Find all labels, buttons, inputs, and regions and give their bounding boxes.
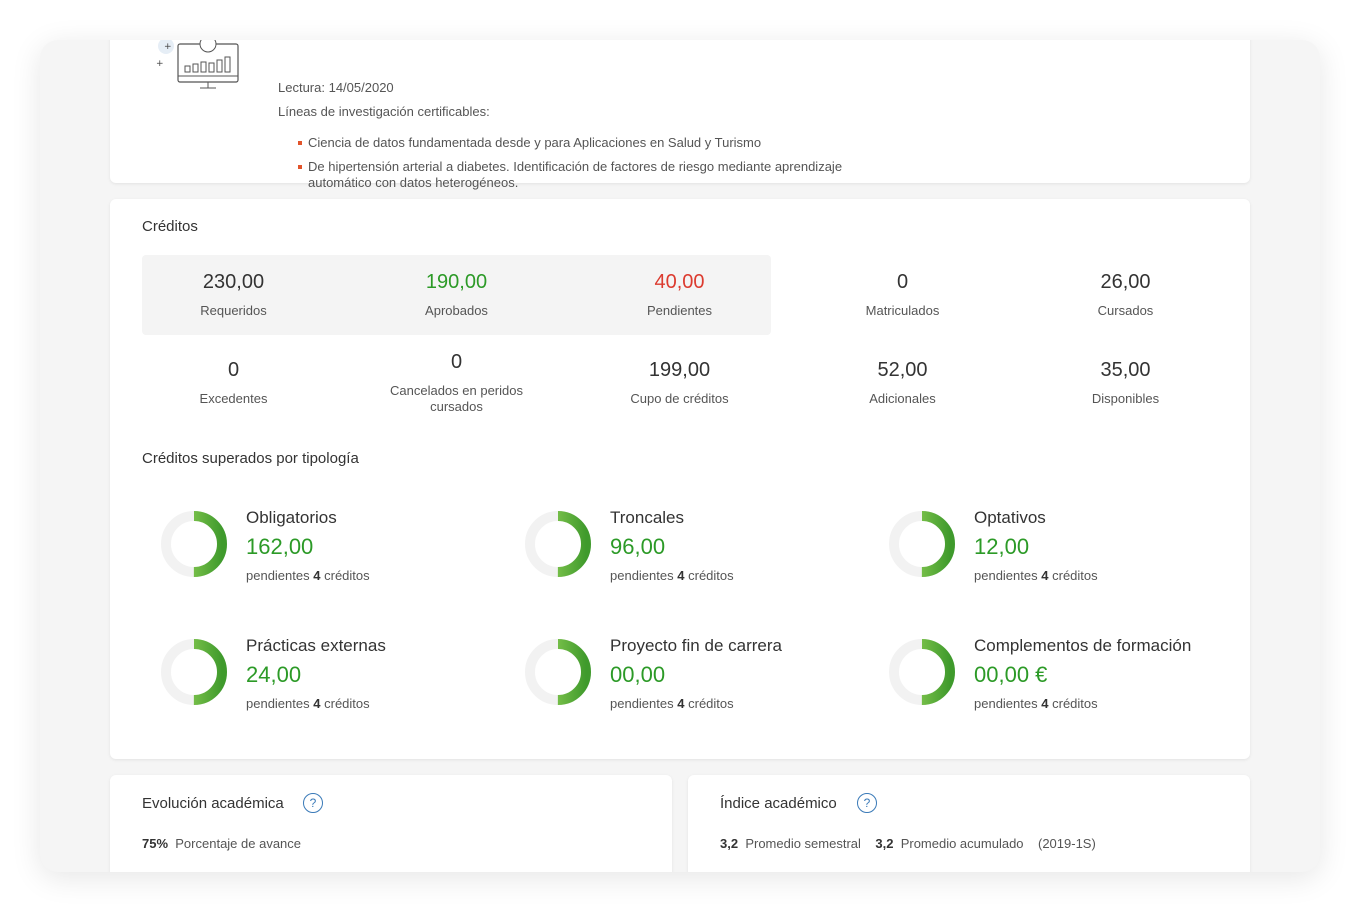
- tipologia-name: Proyecto fin de carrera: [610, 636, 782, 655]
- stat-label: Excedentes: [199, 391, 268, 406]
- tipologia-name: Complementos de formación: [974, 636, 1192, 655]
- tipologia-name: Troncales: [610, 508, 685, 527]
- tipologia-title: Créditos superados por tipología: [142, 450, 359, 467]
- progress-donut-icon: [161, 639, 227, 705]
- stat-value: 52,00: [877, 359, 928, 381]
- stat-value: 190,00: [425, 271, 488, 293]
- tipologia-pending: pendientes 4 créditos: [974, 568, 1098, 583]
- stat-label: Aprobados: [425, 303, 488, 318]
- tipologia-value: 00,00 €: [974, 662, 1048, 687]
- tipologia-value: 24,00: [246, 662, 302, 687]
- tipologia-pending: pendientes 4 créditos: [610, 696, 734, 711]
- stat-value: 0: [227, 359, 240, 381]
- bullet-icon: [298, 141, 302, 145]
- tipologia-pending: pendientes 4 créditos: [246, 696, 370, 711]
- stat-label: Cursados: [1097, 303, 1154, 318]
- tipologia-item: Complementos de formación 00,00 € pendie…: [870, 636, 1230, 718]
- progress-donut-icon: [525, 511, 591, 577]
- thesis-card: + + Lectura: 14/05/2020 Líneas de invest…: [110, 40, 1250, 190]
- linea-item: De hipertensión arterial a diabetes. Ide…: [298, 159, 848, 191]
- tipologia-value: 96,00: [610, 534, 666, 559]
- stat-value: 35,00: [1100, 359, 1151, 381]
- stat-label: Disponibles: [1091, 391, 1160, 406]
- creditos-card: Créditos 230,00 Requeridos 190,00 Aproba…: [110, 199, 1250, 759]
- tipologia-item: Prácticas externas 24,00 pendientes 4 cr…: [142, 636, 502, 718]
- stat-label: Adicionales: [869, 391, 936, 406]
- tipologia-name: Optativos: [974, 508, 1046, 527]
- linea-text: Ciencia de datos fundamentada desde y pa…: [308, 135, 762, 150]
- tipologia-pending: pendientes 4 créditos: [246, 568, 370, 583]
- tipologia-item: Proyecto fin de carrera 00,00 pendientes…: [506, 636, 866, 718]
- progress-donut-icon: [889, 511, 955, 577]
- lectura-date: Lectura: 14/05/2020: [278, 80, 394, 95]
- stat-excedentes: 0 Excedentes: [122, 359, 345, 407]
- dashboard-monitor-icon: + +: [156, 40, 239, 89]
- stat-label: Cupo de créditos: [630, 391, 729, 406]
- indice-title: Índice académico: [720, 795, 837, 812]
- svg-text:+: +: [156, 59, 164, 69]
- stat-cancelados: 0 Cancelados en peridos cursados: [345, 351, 568, 415]
- evolucion-title: Evolución académica: [142, 795, 284, 812]
- creditos-title: Créditos: [142, 218, 198, 235]
- tipologia-value: 12,00: [974, 534, 1030, 559]
- stat-label: Pendientes: [646, 303, 713, 318]
- stat-label: Requeridos: [200, 303, 267, 318]
- stat-disponibles: 35,00 Disponibles: [1014, 359, 1237, 407]
- app-frame: + + Lectura: 14/05/2020 Líneas de invest…: [40, 40, 1320, 872]
- tipologia-value: 162,00: [246, 534, 314, 559]
- stat-value: 0: [896, 271, 909, 293]
- progress-donut-icon: [161, 511, 227, 577]
- tipologia-item: Obligatorios 162,00 pendientes 4 crédito…: [142, 508, 502, 590]
- tipologia-pending: pendientes 4 créditos: [974, 696, 1098, 711]
- indice-card: Índice académico ? 3,2 Promedio semestra…: [688, 775, 1250, 872]
- stat-cursados: 26,00 Cursados: [1014, 271, 1237, 319]
- promedios-row: 3,2 Promedio semestral 3,2 Promedio acum…: [720, 836, 1096, 851]
- stat-label: Cancelados en peridos cursados: [390, 383, 523, 414]
- linea-item: Ciencia de datos fundamentada desde y pa…: [298, 135, 848, 151]
- tipologia-item: Troncales 96,00 pendientes 4 créditos: [506, 508, 866, 590]
- stat-requeridos: 230,00 Requeridos: [122, 271, 345, 319]
- linea-text: De hipertensión arterial a diabetes. Ide…: [308, 159, 843, 190]
- svg-text:+: +: [164, 42, 172, 52]
- stat-value: 199,00: [648, 359, 711, 381]
- stat-value: 0: [450, 351, 463, 373]
- stat-value: 26,00: [1100, 271, 1151, 293]
- help-icon[interactable]: ?: [857, 793, 877, 813]
- stat-pendientes: 40,00 Pendientes: [568, 271, 791, 319]
- stat-aprobados: 190,00 Aprobados: [345, 271, 568, 319]
- bullet-icon: [298, 165, 302, 169]
- evolucion-card: Evolución académica ? 75% Porcentaje de …: [110, 775, 672, 872]
- progress-donut-icon: [889, 639, 955, 705]
- stat-matriculados: 0 Matriculados: [791, 271, 1014, 319]
- stat-value: 230,00: [202, 271, 265, 293]
- creditos-highlight: [142, 255, 771, 335]
- tipologia-item: Optativos 12,00 pendientes 4 créditos: [870, 508, 1230, 590]
- tipologia-pending: pendientes 4 créditos: [610, 568, 734, 583]
- tipologia-value: 00,00: [610, 662, 666, 687]
- progress-donut-icon: [525, 639, 591, 705]
- stat-label: Matriculados: [865, 303, 940, 318]
- stat-adicionales: 52,00 Adicionales: [791, 359, 1014, 407]
- help-icon[interactable]: ?: [303, 793, 323, 813]
- tipologia-name: Obligatorios: [246, 508, 337, 527]
- avance-row: 75% Porcentaje de avance: [142, 836, 302, 851]
- stat-value: 40,00: [654, 271, 705, 293]
- tipologia-name: Prácticas externas: [246, 636, 386, 655]
- lineas-title: Líneas de investigación certificables:: [278, 104, 490, 119]
- stat-cupo: 199,00 Cupo de créditos: [568, 359, 791, 407]
